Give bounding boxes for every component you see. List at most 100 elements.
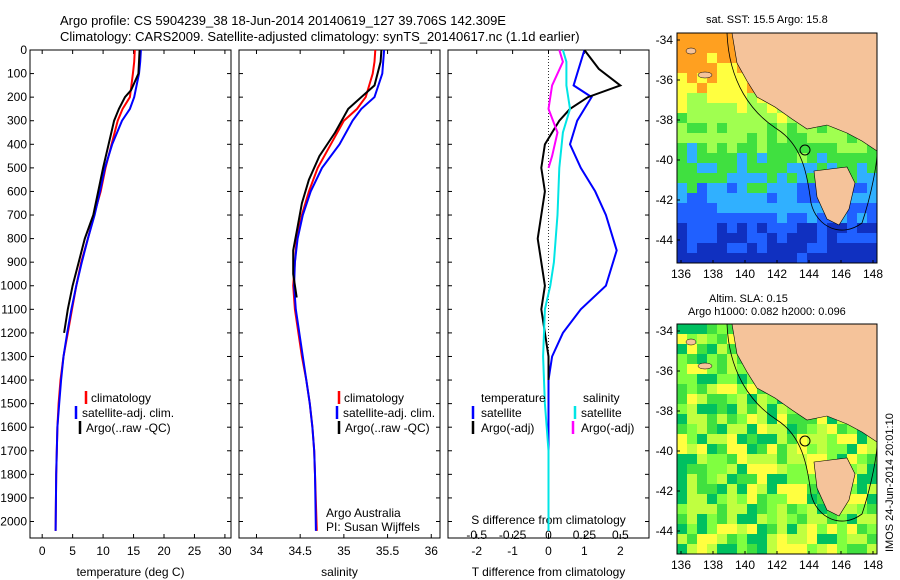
y-tick-label: 900 <box>7 255 27 269</box>
map-cell <box>677 93 687 103</box>
map-y-tick-label: -38 <box>656 404 674 418</box>
map-cell <box>677 253 687 263</box>
map-cell <box>767 434 777 444</box>
map-cell <box>837 434 847 444</box>
map-cell <box>677 113 687 123</box>
map-cell <box>687 354 697 364</box>
map-cell <box>717 524 727 534</box>
map-cell <box>707 113 717 123</box>
map-cell <box>697 53 707 63</box>
map-cell <box>717 454 727 464</box>
map-cell <box>807 504 817 514</box>
map-cell <box>787 464 797 474</box>
map-cell <box>727 374 737 384</box>
map-cell <box>677 33 687 43</box>
map-cell <box>787 143 797 153</box>
map-cell <box>707 83 717 93</box>
map-cell <box>747 474 757 484</box>
map-cell <box>797 183 807 193</box>
map-cell <box>717 43 727 53</box>
map-cell <box>727 484 737 494</box>
map-cell <box>687 384 697 394</box>
map-cell <box>837 444 847 454</box>
island-shape <box>697 71 713 79</box>
map-cell <box>747 484 757 494</box>
map-cell <box>747 384 757 394</box>
map-cell <box>757 464 767 474</box>
map-cell <box>747 534 757 544</box>
island-shape <box>685 47 697 55</box>
y-tick-label: 1300 <box>0 349 27 363</box>
map-cell <box>797 484 807 494</box>
map-cell <box>777 534 787 544</box>
map-cell <box>687 444 697 454</box>
map-cell <box>827 544 837 554</box>
map-cell <box>857 544 867 554</box>
map-cell <box>687 123 697 133</box>
map-cell <box>817 123 827 133</box>
legend-title-salinity: salinity <box>583 391 620 405</box>
island-shape <box>697 362 713 370</box>
map-cell <box>677 153 687 163</box>
map-cell <box>847 243 857 253</box>
map-cell <box>807 494 817 504</box>
map-cell <box>707 63 717 73</box>
map-cell <box>697 324 707 334</box>
map-cell <box>737 404 747 414</box>
map-cell <box>727 544 737 554</box>
map-cell <box>797 253 807 263</box>
map-cell <box>767 514 777 524</box>
map-cell <box>757 524 767 534</box>
difference-panel: -2 -1 0 1 2-0.5 -0.25 0 0.25 0.5S difference fro… <box>448 49 649 579</box>
map-cell <box>717 33 727 43</box>
map-cell <box>687 404 697 414</box>
x-tick-label: 20 <box>157 544 171 558</box>
map-cell <box>847 213 857 223</box>
map-cell <box>777 233 787 243</box>
map-cell <box>787 434 797 444</box>
map-cell <box>817 213 827 223</box>
map-cell <box>807 153 817 163</box>
map-cell <box>777 514 787 524</box>
map-cell <box>707 243 717 253</box>
map-cell <box>807 213 817 223</box>
map-x-tick-label: 140 <box>735 267 755 281</box>
x-top-tick-label: 0.5 <box>612 528 629 542</box>
map-cell <box>807 524 817 534</box>
map-y-tick-label: -40 <box>656 444 674 458</box>
map-cell <box>837 534 847 544</box>
map-cell <box>837 243 847 253</box>
map-cell <box>717 464 727 474</box>
map-cell <box>717 143 727 153</box>
map-cell <box>827 123 837 133</box>
map-x-tick-label: 144 <box>799 558 819 572</box>
map-cell <box>747 524 757 534</box>
map-cell <box>747 133 757 143</box>
map-cell <box>757 253 767 263</box>
map-cell <box>827 454 837 464</box>
x-tick-label: 0 <box>545 544 552 558</box>
map-cell <box>867 514 877 524</box>
map-cell <box>687 253 697 263</box>
map-cell <box>717 253 727 263</box>
map-cell <box>847 544 857 554</box>
map-cell <box>707 424 717 434</box>
map-cell <box>847 203 857 213</box>
map-cell <box>817 424 827 434</box>
map-cell <box>717 193 727 203</box>
map-cell <box>757 213 767 223</box>
map-cell <box>747 504 757 514</box>
map-cell <box>737 93 747 103</box>
map-cell <box>677 133 687 143</box>
map-cell <box>707 354 717 364</box>
map-cell <box>777 484 787 494</box>
map-cell <box>697 444 707 454</box>
map-cell <box>747 514 757 524</box>
legend-label-climatology: climatology <box>344 391 404 405</box>
y-tick-label: 2000 <box>0 514 27 528</box>
map-cell <box>797 123 807 133</box>
map-cell <box>757 434 767 444</box>
legend-label-temperature-argo: Argo(-adj) <box>481 421 534 435</box>
map-y-tick-label: -44 <box>656 524 674 538</box>
map-y-tick-label: -34 <box>656 33 674 47</box>
